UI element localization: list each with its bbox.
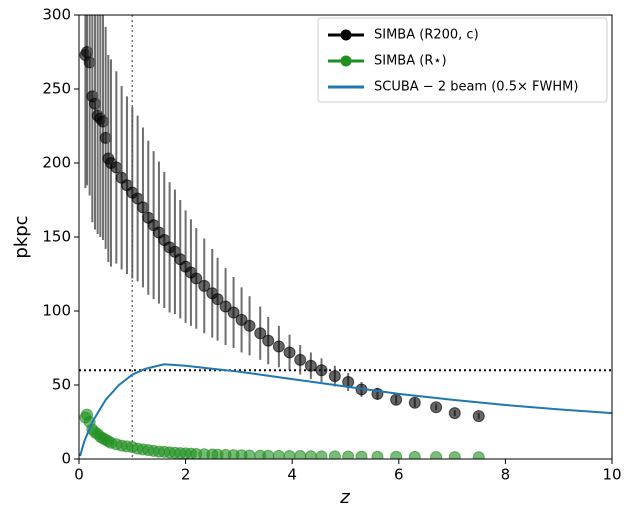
marker [448, 407, 461, 420]
y-tick-label: 100 [42, 302, 71, 320]
marker [198, 279, 211, 292]
marker [83, 56, 96, 69]
marker [190, 272, 203, 285]
marker [272, 449, 285, 459]
x-tick-label: 4 [287, 466, 297, 484]
plot-area [79, 15, 612, 459]
marker [355, 450, 368, 459]
marker [110, 161, 123, 174]
y-tick-label: 0 [61, 450, 71, 468]
marker [283, 450, 296, 459]
legend-marker [340, 55, 352, 67]
marker [243, 319, 256, 332]
marker [99, 131, 112, 144]
marker [371, 450, 384, 459]
legend-box [317, 17, 608, 103]
marker [472, 451, 485, 459]
y-tick-label: 250 [42, 80, 71, 98]
marker [390, 450, 403, 459]
x-tick-label: 8 [501, 466, 511, 484]
marker [390, 393, 403, 406]
y-axis-label: pkpc [11, 215, 32, 258]
marker [294, 450, 307, 459]
x-tick-label: 6 [394, 466, 404, 484]
marker [328, 450, 341, 459]
legend-marker [340, 29, 352, 41]
x-axis-label: z [339, 487, 350, 508]
marker [342, 450, 355, 459]
y-tick-label: 300 [42, 6, 71, 24]
marker [283, 346, 296, 359]
y-tick-label: 200 [42, 154, 71, 172]
legend-label: SIMBA (R200, c) [374, 28, 479, 43]
marker [448, 451, 461, 459]
marker [328, 370, 341, 383]
marker [235, 313, 248, 326]
marker [96, 115, 109, 128]
marker [272, 340, 285, 353]
x-tick-label: 10 [602, 466, 621, 484]
marker [219, 300, 232, 313]
marker [136, 201, 149, 214]
marker [262, 449, 275, 459]
marker [430, 401, 443, 414]
marker [408, 450, 421, 459]
y-tick-label: 150 [42, 228, 71, 246]
legend: SIMBA (R200, c) SIMBA (R⋆) SCUBA − 2 beam … [317, 17, 608, 103]
x-tick-label: 0 [74, 466, 84, 484]
marker [315, 364, 328, 377]
marker [430, 451, 443, 459]
y-tick-label: 50 [52, 376, 71, 394]
marker [304, 359, 317, 372]
marker [472, 410, 485, 423]
line [79, 363, 612, 457]
marker [262, 334, 275, 347]
marker [294, 353, 307, 366]
marker [315, 450, 328, 459]
marker [80, 46, 93, 58]
marker [88, 97, 101, 110]
marker [254, 327, 267, 340]
legend-label: SCUBA − 2 beam (0.5× FWHM) [374, 80, 578, 95]
marker [227, 306, 240, 319]
legend-label: SIMBA (R⋆) [374, 54, 447, 69]
marker [211, 293, 224, 306]
x-tick-label: 2 [181, 466, 191, 484]
marker [408, 396, 421, 409]
marker [304, 450, 317, 459]
